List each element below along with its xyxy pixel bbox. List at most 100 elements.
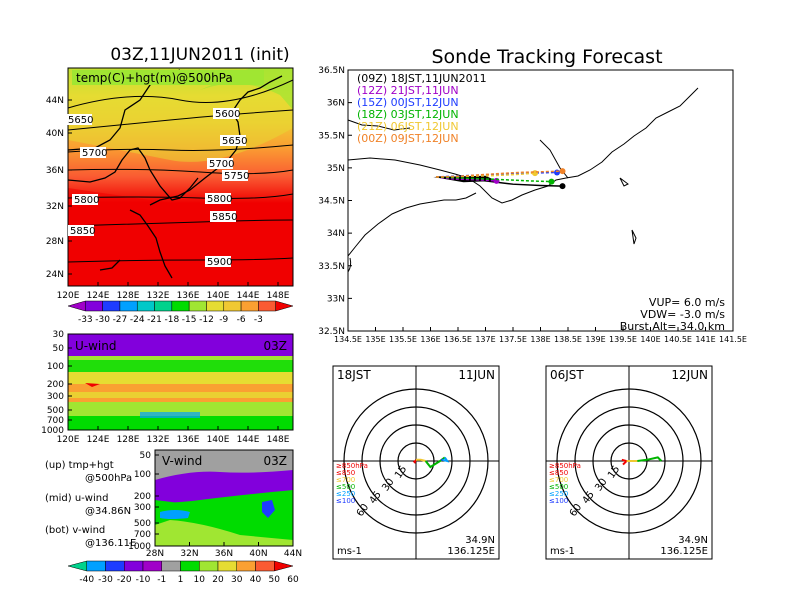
hodograph-lat: 34.9N: [465, 535, 495, 546]
temp-lat-tick: 40N: [46, 129, 64, 139]
legend-up-sub: @500hPa: [85, 473, 132, 484]
track-legend-entry: (09Z) 18JST,11JUN2011: [357, 72, 487, 85]
track-burst-point: [559, 183, 566, 190]
contour-label: 5750: [224, 171, 249, 182]
panel-legend: (up) tmp+hgt @500hPa (mid) u-wind @34.86…: [45, 460, 136, 549]
u-lon-tick: 128E: [117, 435, 140, 445]
temp-lon-tick: 140E: [207, 291, 230, 301]
temp-lon-tick: 144E: [237, 291, 260, 301]
temp-lon-tick: 132E: [147, 291, 170, 301]
track-burst-point: [559, 168, 566, 175]
contour-label: 5800: [74, 195, 99, 206]
u-lon-tick: 136E: [177, 435, 200, 445]
tracking-info-vdw: VDW= -3.0 m/s: [640, 308, 725, 321]
track-burst-point: [532, 170, 538, 177]
temp-lat-tick: 36N: [46, 166, 64, 176]
v-colorbar-swatch: [199, 560, 219, 572]
hodograph-layer-label: ≤850: [549, 469, 568, 477]
track-series-line: [435, 172, 536, 178]
hodograph-time: 18JST: [337, 368, 371, 382]
u-lon-tick: 144E: [237, 435, 260, 445]
legend-mid: (mid) u-wind: [45, 493, 108, 504]
temp-colorbar-swatch: [275, 300, 294, 312]
v-colorbar-label: -10: [136, 575, 151, 585]
temp-colorbar-swatch: [85, 300, 103, 312]
temp-colorbar-swatch: [102, 300, 121, 312]
hodograph-trace: [442, 456, 450, 463]
v-colorbar-swatch: [180, 560, 200, 572]
u-pressure-tick: 30: [53, 330, 65, 340]
track-lon-tick: 137.5E: [499, 335, 527, 344]
hodograph-layer-label: ≤250: [549, 490, 568, 498]
v-pressure-tick: 50: [140, 451, 152, 461]
contour-label: 5700: [209, 159, 234, 170]
v-pressure-tick: 500: [134, 519, 151, 529]
hodograph-trace: [412, 459, 417, 464]
track-lon-tick: 138.5E: [554, 335, 582, 344]
hodograph-trace: [637, 456, 663, 462]
track-lat-tick: 35.5N: [318, 131, 345, 141]
hodograph-unit: ms-1: [337, 546, 362, 557]
v-colorbar-swatch: [255, 560, 275, 572]
contour-label: 5650: [68, 115, 93, 126]
contour-label: 5850: [212, 212, 237, 223]
temp-lon-tick: 128E: [117, 291, 140, 301]
v-colorbar-swatch: [217, 560, 237, 572]
contour-label: 5650: [222, 136, 247, 147]
v-lat-tick: 36N: [215, 549, 233, 559]
hodograph-lat: 34.9N: [678, 535, 708, 546]
temp-label-bg: [72, 70, 264, 85]
v-pressure-tick: 100: [134, 470, 151, 480]
u-pressure-tick: 200: [47, 380, 64, 390]
temp-colorbar-label: -27: [113, 315, 128, 325]
temp-colorbar-swatch: [223, 300, 242, 312]
hodograph-layer-label: ≤700: [549, 476, 568, 484]
v-colorbar-label: -40: [79, 575, 94, 585]
temp-colorbar-swatch: [119, 300, 138, 312]
legend-bot: (bot) v-wind: [45, 525, 105, 536]
track-lon-tick: 140.5E: [664, 335, 692, 344]
track-series-line: [435, 170, 563, 178]
track-lon-tick: 137E: [475, 335, 495, 344]
temp-colorbar-swatch: [154, 300, 173, 312]
track-series-line: [435, 176, 497, 182]
track-lat-tick: 35N: [327, 164, 345, 174]
left-title: 03Z,11JUN2011 (init): [110, 45, 289, 65]
v-colorbar-swatch: [86, 560, 106, 572]
temp-colorbar-label: -21: [147, 315, 162, 325]
track-burst-point: [548, 178, 555, 185]
v-lat-tick: 44N: [284, 549, 302, 559]
contour-label: 5800: [207, 194, 232, 205]
temp-lat-tick: 44N: [46, 96, 64, 106]
v-pressure-tick: 1000: [128, 542, 151, 552]
tracking-info-vup: VUP= 6.0 m/s: [649, 296, 725, 309]
track-lat-tick: 36.5N: [318, 66, 345, 76]
v-colorbar-label: -20: [117, 575, 132, 585]
hodograph-date: 11JUN: [458, 368, 495, 382]
hodograph-trace: [416, 458, 426, 462]
hodograph-unit: ms-1: [550, 546, 575, 557]
right-title: Sonde Tracking Forecast: [431, 46, 662, 68]
v-wind-label: V-wind: [162, 454, 202, 468]
track-lon-tick: 136E: [420, 335, 440, 344]
temp-cold-core: [200, 68, 293, 110]
temp-colorbar-swatch: [240, 300, 259, 312]
v-pressure-tick: 200: [134, 492, 151, 502]
u-lon-tick: 132E: [147, 435, 170, 445]
temp-lon-tick: 148E: [267, 291, 290, 301]
hodograph-layer-label: ≤500: [549, 483, 568, 491]
hodograph-layer-label: ≤100: [549, 497, 568, 505]
hodograph-lon: 136.125E: [660, 546, 708, 557]
legend-bot-sub: @136.11E: [85, 538, 136, 549]
v-lat-tick: 32N: [180, 549, 198, 559]
hodograph-layer-label: ≤850: [336, 469, 355, 477]
track-series-line: [435, 176, 563, 187]
hodograph-lon: 136.125E: [447, 546, 495, 557]
track-lon-tick: 134.5E: [334, 335, 362, 344]
v-pressure-tick: 700: [134, 530, 151, 540]
hodograph-layer-label: ≤100: [336, 497, 355, 505]
track-lon-tick: 139E: [585, 335, 605, 344]
track-lat-tick: 32.5N: [318, 327, 345, 337]
